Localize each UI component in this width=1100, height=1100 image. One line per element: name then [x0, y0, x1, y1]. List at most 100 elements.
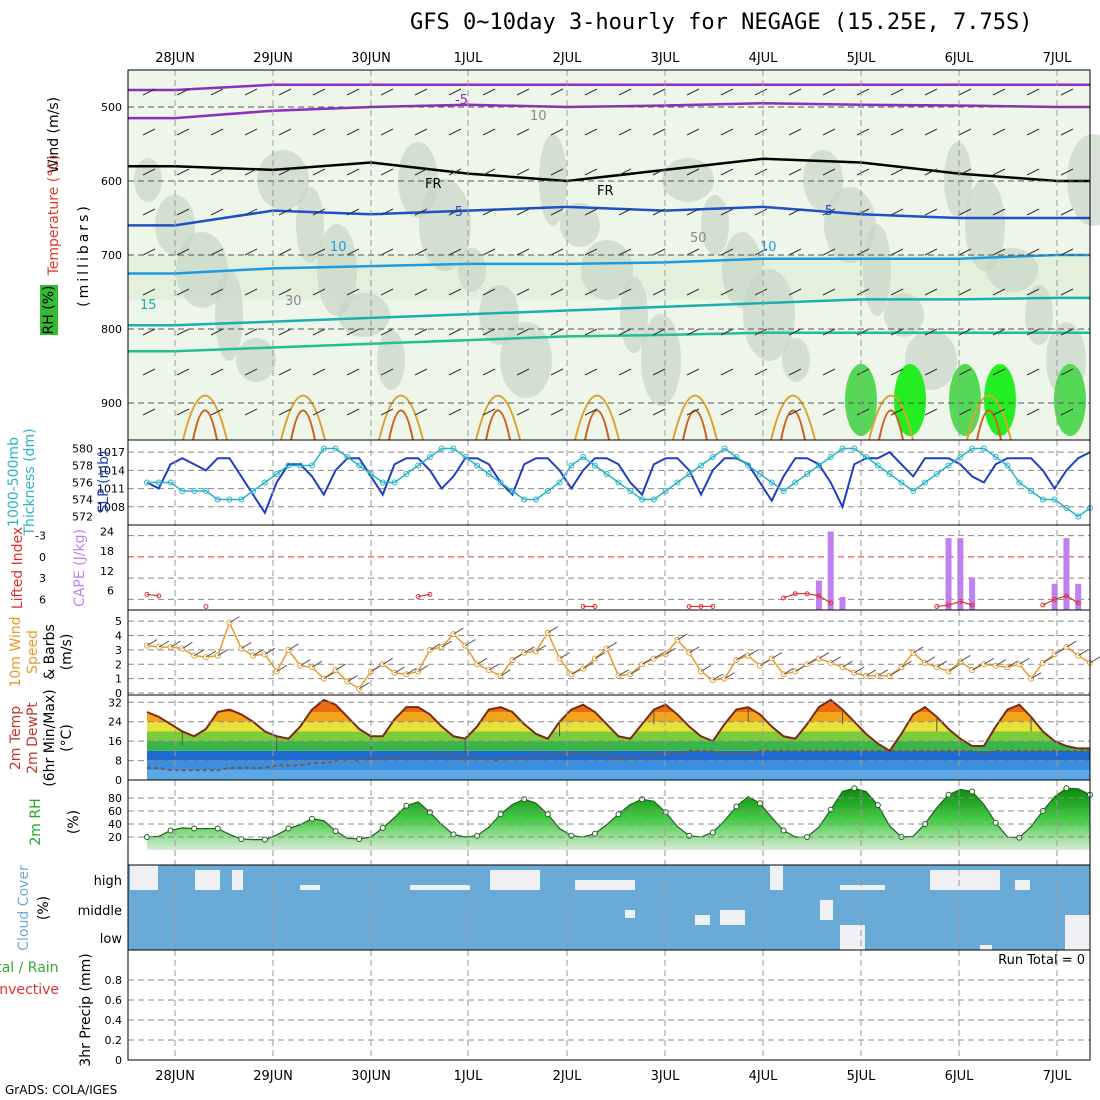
cloud-clear-block: [575, 880, 635, 890]
thickness-point: [886, 471, 893, 477]
thickness-point: [1004, 462, 1011, 469]
wind-barb: [453, 627, 464, 635]
rh-blob: [743, 269, 795, 361]
li-point: [969, 602, 975, 608]
date-label-bottom: 29JUN: [253, 1069, 293, 1084]
wind-tick-label: 1: [115, 673, 122, 686]
wind-barb: [210, 208, 224, 216]
thickness-point: [226, 496, 233, 503]
rh-point: [214, 825, 221, 832]
contour-label: 30: [285, 294, 302, 309]
wind-barb: [414, 88, 428, 96]
thickness-point: [1028, 488, 1035, 494]
wind-barb: [686, 208, 700, 216]
wind-barb: [142, 288, 156, 296]
wind-barb: [924, 288, 938, 296]
wind-tick-label: 4: [115, 630, 122, 643]
wind-barb: [210, 88, 224, 96]
wind-barb: [1007, 660, 1018, 668]
li-point: [427, 591, 433, 597]
thickness-point: [285, 462, 292, 469]
wind-barb: [1066, 640, 1077, 648]
thickness-point: [532, 496, 539, 503]
thickness-point: [745, 462, 752, 469]
ylabel-cape: CAPE (J/kg): [72, 529, 88, 607]
temp-tick-label: 16: [108, 735, 122, 748]
thickness-point: [591, 462, 598, 469]
wind-barb: [229, 616, 240, 624]
wind-barb: [818, 652, 830, 659]
thickness-line: [147, 447, 1091, 518]
wind-barb: [205, 650, 217, 658]
thickness-point: [474, 462, 481, 469]
temp-diurnal-loop-inner: [290, 409, 316, 441]
thickness-point: [191, 488, 198, 494]
wind-barb: [414, 368, 428, 376]
thickness-point: [827, 454, 834, 460]
thickness-point: [273, 471, 280, 477]
wind-barb: [754, 328, 768, 336]
wind-barb: [482, 288, 496, 296]
thickness-point: [721, 445, 728, 452]
wind-barb: [788, 368, 802, 376]
date-label-bottom: 3JUL: [651, 1069, 681, 1084]
wind-barb: [550, 128, 564, 136]
wind-barb: [346, 328, 360, 336]
wind-barb: [1026, 368, 1040, 376]
thickness-point: [261, 479, 268, 486]
li-line: [783, 593, 831, 604]
wind-barb: [948, 665, 959, 672]
wind-barb: [1060, 328, 1074, 336]
wind-barb: [724, 672, 735, 680]
wind-barb: [958, 288, 972, 296]
wind-barb: [924, 168, 938, 176]
li-tick-label: -3: [35, 530, 46, 543]
thickness-point: [356, 462, 363, 469]
temp-diurnal-loop: [574, 394, 620, 441]
wind-barb: [346, 248, 360, 256]
li-point: [710, 603, 716, 609]
cape-bar: [969, 577, 976, 610]
temp-tick-label: 24: [108, 716, 122, 729]
wind-barb: [278, 168, 292, 176]
li-point: [698, 603, 704, 609]
thickness-point: [297, 462, 304, 469]
wind-barb: [822, 128, 836, 136]
precip-tick-label: 0.2: [105, 1034, 123, 1047]
wind-barb: [312, 368, 326, 376]
wind-tick-label: 0: [115, 687, 122, 700]
wind-barb: [550, 408, 564, 416]
wind-barb: [312, 328, 326, 336]
wind-barb: [822, 288, 836, 296]
wind-barb: [299, 659, 311, 667]
cloud-clear-block: [490, 870, 540, 890]
wind-barb: [856, 328, 870, 336]
wind-barb: [482, 408, 496, 416]
slp-tick-label: 1017: [97, 446, 125, 459]
rh-blob: [986, 248, 1038, 292]
date-label-bottom: 28JUN: [155, 1069, 195, 1084]
wind-barb: [618, 328, 632, 336]
rh-point: [780, 827, 787, 834]
date-label-bottom: 30JUN: [351, 1069, 391, 1084]
wind-barb: [924, 656, 936, 664]
rh-point: [238, 835, 245, 842]
wind-barb: [142, 248, 156, 256]
rh-point: [874, 802, 881, 809]
wind-barb: [448, 408, 462, 416]
thickness-point: [391, 479, 398, 486]
ylabel-wind10: (m/s): [59, 634, 75, 671]
thickness-point: [874, 462, 881, 469]
temp-diurnal-loop: [672, 394, 718, 441]
y-tick-label: 600: [101, 175, 122, 188]
temp-contour-minus5: [128, 205, 1090, 227]
wind-barb: [856, 88, 870, 96]
wind-barb: [346, 88, 360, 96]
wind-barb: [288, 643, 299, 651]
wind-tick-label: 2: [115, 658, 122, 671]
rh-point: [709, 829, 716, 836]
wind-barb: [890, 128, 904, 136]
wind-barb: [958, 368, 972, 376]
wind-barb: [193, 649, 205, 657]
wind-barb: [759, 659, 771, 667]
